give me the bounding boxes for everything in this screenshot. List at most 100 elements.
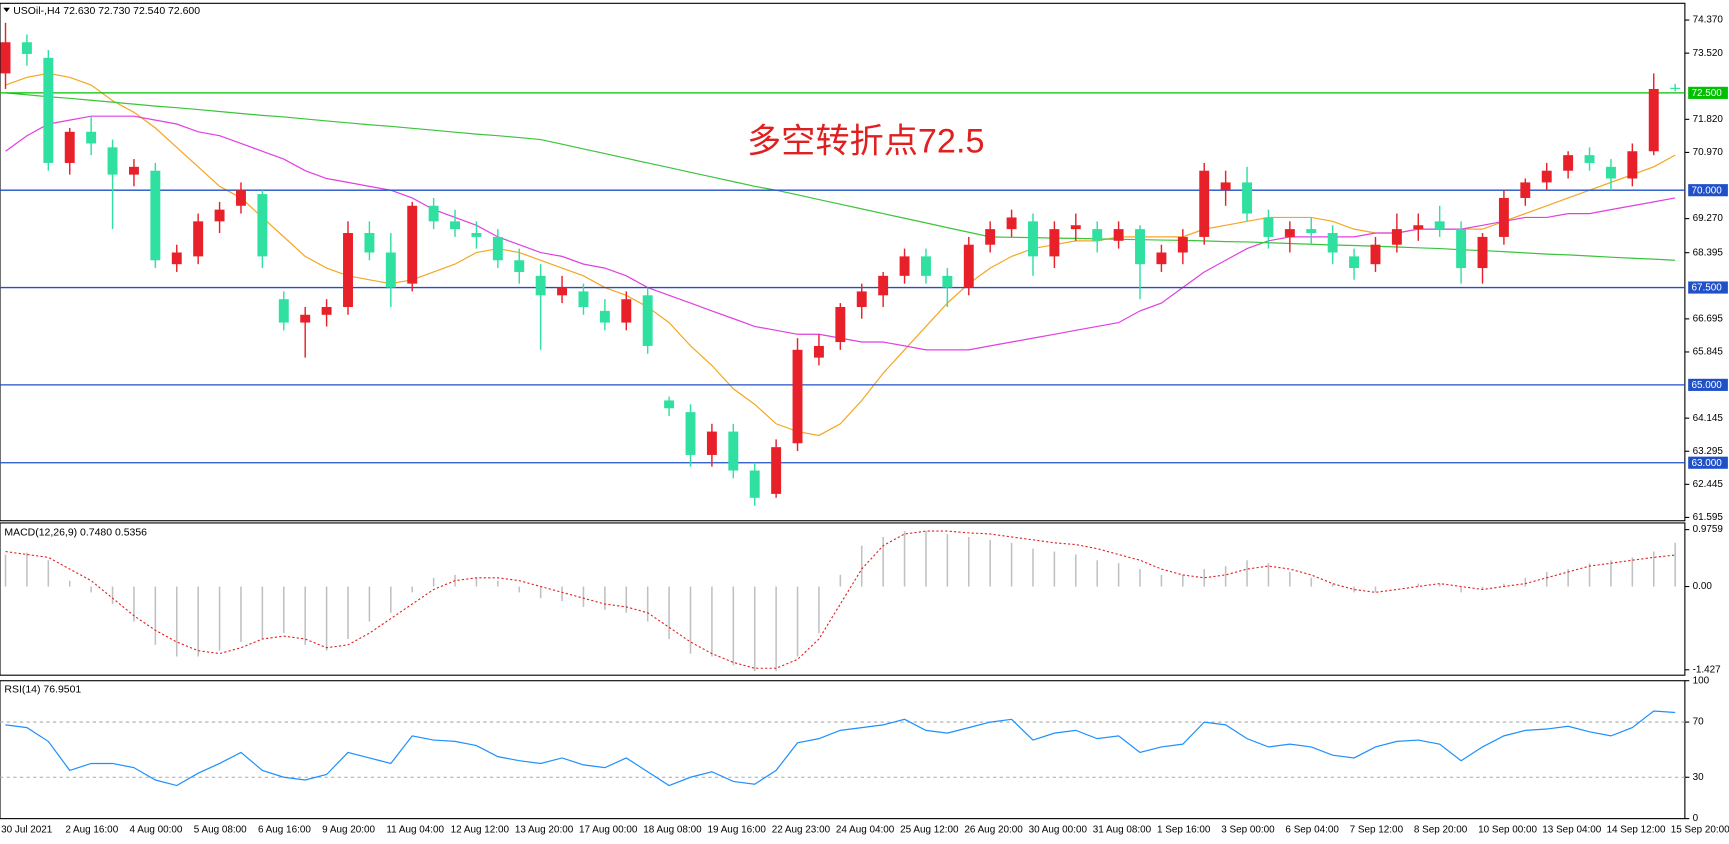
macd-title: MACD(12,26,9) 0.7480 0.5356 — [4, 528, 147, 539]
candle-body — [364, 233, 375, 253]
candle-body — [343, 233, 353, 307]
x-tick-label: 30 Jul 2021 — [1, 824, 53, 835]
level-label: 72.500 — [1691, 88, 1722, 99]
y-tick-label: 66.695 — [1693, 313, 1724, 324]
y-tick-label: 73.520 — [1693, 48, 1724, 59]
y-tick-label: -1.427 — [1693, 664, 1722, 675]
x-tick-label: 19 Aug 16:00 — [707, 824, 766, 835]
x-tick-label: 8 Sep 20:00 — [1414, 824, 1468, 835]
candle-body — [985, 229, 996, 245]
candle-body — [599, 310, 610, 323]
candle-body — [1327, 233, 1338, 253]
candle-body — [257, 194, 268, 257]
candle-body — [428, 205, 439, 222]
candle-body — [214, 209, 225, 222]
candle-body — [899, 256, 910, 276]
candle-body — [1070, 225, 1081, 230]
candle-body — [535, 275, 546, 296]
candle-body — [321, 306, 332, 315]
candle-body — [107, 147, 118, 175]
y-tick-label: 69.270 — [1693, 213, 1724, 224]
candle-body — [492, 236, 503, 261]
y-tick-label: 65.845 — [1693, 347, 1724, 358]
y-tick-label: 71.820 — [1693, 114, 1724, 125]
x-tick-label: 14 Sep 12:00 — [1607, 824, 1666, 835]
candle-body — [236, 190, 246, 206]
y-tick-label: 70.970 — [1693, 147, 1724, 158]
level-label-box — [1688, 378, 1728, 391]
candle-body — [963, 244, 974, 288]
candle-body — [1370, 244, 1381, 265]
level-label: 65.000 — [1691, 380, 1722, 391]
candle-body — [0, 42, 11, 74]
level-label-box — [1688, 86, 1728, 99]
y-tick-label: 63.295 — [1693, 446, 1724, 457]
rsi-line — [5, 710, 1676, 787]
rsi-title: RSI(14) 76.9501 — [4, 684, 81, 695]
candle-body — [385, 252, 396, 288]
candle-body — [706, 431, 717, 455]
candle-body — [642, 295, 653, 346]
x-tick-label: 3 Sep 00:00 — [1221, 824, 1275, 835]
candle-body — [1498, 197, 1509, 237]
x-tick-label: 22 Aug 23:00 — [772, 824, 831, 835]
x-tick-label: 17 Aug 00:00 — [579, 824, 638, 835]
candle-body — [171, 252, 182, 265]
x-tick-label: 11 Aug 04:00 — [386, 824, 444, 835]
candle-body — [1605, 166, 1616, 179]
panel-frame — [0, 522, 1686, 676]
candle-body — [792, 349, 803, 444]
candle-body — [942, 275, 953, 288]
candle-body — [664, 400, 675, 409]
level-label-box — [1688, 456, 1728, 469]
x-tick-label: 7 Sep 12:00 — [1350, 824, 1404, 835]
x-tick-label: 6 Sep 04:00 — [1285, 824, 1339, 835]
candle-body — [621, 299, 632, 323]
x-tick-label: 26 Aug 20:00 — [964, 824, 1023, 835]
candle-body — [835, 306, 846, 343]
y-tick-label: 68.395 — [1693, 247, 1724, 258]
candle-body — [1092, 229, 1103, 241]
level-label: 63.000 — [1691, 458, 1722, 469]
y-tick-label: 0.9759 — [1693, 524, 1724, 535]
candle-body — [749, 470, 760, 498]
candle-body — [1177, 236, 1188, 253]
candle-body — [1627, 151, 1638, 179]
y-tick-label: 62.445 — [1693, 479, 1724, 490]
candle-body — [1584, 155, 1595, 163]
candle-body — [1199, 170, 1210, 237]
y-tick-label: 64.145 — [1693, 413, 1724, 424]
x-tick-label: 1 Sep 16:00 — [1157, 824, 1211, 835]
panel-frame — [0, 2, 1686, 522]
y-tick-label: 0 — [1693, 813, 1699, 824]
candle-body — [1284, 229, 1295, 237]
candle-body — [557, 287, 568, 296]
candle-body — [21, 42, 32, 54]
x-tick-label: 4 Aug 00:00 — [130, 824, 183, 835]
candle-body — [1434, 221, 1445, 230]
y-tick-label: 74.370 — [1693, 15, 1724, 26]
x-tick-label: 6 Aug 16:00 — [258, 824, 311, 835]
x-tick-label: 12 Aug 12:00 — [451, 824, 510, 835]
candle-body — [685, 412, 696, 455]
candle-body — [128, 166, 139, 175]
candle-body — [1456, 229, 1467, 269]
candle-body — [86, 131, 97, 144]
candle-body — [300, 314, 311, 323]
x-tick-label: 2 Aug 16:00 — [65, 824, 118, 835]
candle-body — [407, 205, 418, 284]
level-label-box — [1688, 281, 1728, 294]
y-tick-label: 0.00 — [1693, 581, 1713, 592]
y-tick-label: 100 — [1693, 675, 1710, 686]
candle-body — [1156, 252, 1167, 265]
candle-body — [1135, 229, 1145, 265]
candle-body — [578, 291, 589, 307]
panel-frame — [0, 680, 1686, 820]
candle-body — [150, 170, 161, 261]
candle-body — [813, 345, 824, 358]
x-tick-label: 10 Sep 00:00 — [1478, 824, 1537, 835]
macd-signal — [5, 530, 1676, 669]
candle-body — [1242, 182, 1253, 214]
candle-body — [471, 233, 482, 237]
